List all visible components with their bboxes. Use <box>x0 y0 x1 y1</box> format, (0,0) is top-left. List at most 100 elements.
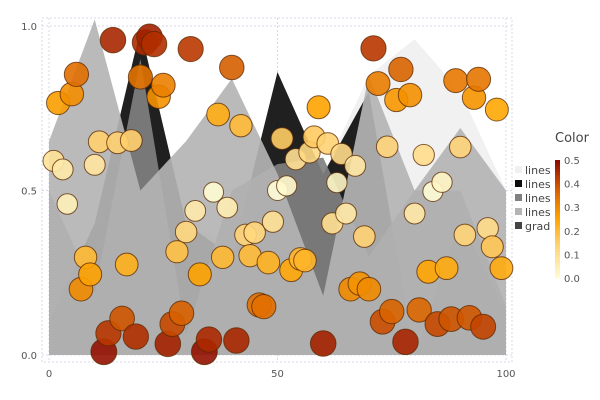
scatter-point <box>78 262 103 287</box>
scatter-point <box>397 82 423 108</box>
legend-label: lines <box>525 192 551 205</box>
scatter-point <box>140 30 168 58</box>
scatter-point <box>326 171 348 194</box>
scatter-point <box>375 135 399 159</box>
scatter-point <box>63 61 90 87</box>
colorbar-segment <box>555 263 560 267</box>
scatter-point <box>306 95 331 120</box>
colorbar-segment <box>555 221 560 226</box>
scatter-point <box>392 328 419 356</box>
colorbar-tick-label: 0.2 <box>564 227 580 238</box>
colorbar-segment <box>555 210 560 214</box>
scatter-point <box>99 26 127 54</box>
colorbar-segment <box>555 251 560 255</box>
scatter-point <box>243 221 266 244</box>
scatter-point <box>83 153 106 176</box>
legend-label: lines <box>525 206 551 219</box>
colorbar-title: Color <box>555 131 590 146</box>
scatter-point <box>195 326 223 353</box>
scatter-point <box>168 300 195 326</box>
scatter-point <box>177 35 204 63</box>
scatter-point <box>344 154 367 177</box>
scatter-point <box>453 223 477 247</box>
colorbar-segment <box>555 192 560 196</box>
scatter-points <box>42 23 514 366</box>
x-tick-label: 100 <box>496 369 515 380</box>
scatter-point <box>187 262 212 287</box>
colorbar-segment <box>555 239 560 244</box>
scatter-point <box>276 175 298 197</box>
scatter-point <box>379 298 405 325</box>
colorbar-tick-label: 0.1 <box>564 250 580 261</box>
colorbar-segment <box>555 266 560 270</box>
scatter-point <box>470 313 497 340</box>
scatter-point <box>431 171 453 193</box>
scatter-point <box>406 297 432 323</box>
scatter-point <box>365 71 391 97</box>
colorbar-segment <box>555 248 560 252</box>
axis-ticks: 0 50 100 0.0 0.5 1.0 <box>21 22 515 380</box>
colorbar-tick-label: 0.5 <box>564 156 580 167</box>
scatter-point <box>335 202 357 225</box>
legend-swatch <box>515 208 522 215</box>
legend-label: lines <box>525 164 551 177</box>
colorbar-segment <box>555 224 560 229</box>
scatter-point <box>256 250 281 275</box>
colorbar-segment <box>555 195 560 199</box>
scatter-point <box>261 210 284 233</box>
colorbar-segment <box>555 180 560 185</box>
scatter-point <box>174 220 198 244</box>
scatter-point <box>216 196 239 219</box>
scatter-point <box>489 256 514 281</box>
scatter-point <box>184 200 207 222</box>
colorbar-segment <box>555 260 560 264</box>
colorbar-segment <box>555 177 560 182</box>
scatter-point <box>109 305 135 332</box>
scatter-point <box>434 256 459 281</box>
colorbar-segment <box>555 216 560 220</box>
scatter-point <box>352 225 376 248</box>
colorbar-segment <box>555 233 560 238</box>
colorbar-segment <box>555 174 560 179</box>
colorbar-segment <box>555 245 560 249</box>
scatter-point <box>114 252 139 277</box>
colorbar-tick-label: 0.0 <box>564 274 580 285</box>
scatter-point <box>443 68 469 94</box>
colorbar-segment <box>555 171 560 176</box>
scatter-point <box>360 35 387 62</box>
scatter-point <box>51 158 74 181</box>
scatter-point <box>119 129 143 152</box>
legend-label: grad <box>525 220 550 233</box>
colorbar-segment <box>555 201 560 205</box>
colorbar-segment <box>555 230 560 235</box>
scatter-point <box>480 235 504 259</box>
colorbar-segment <box>555 198 560 202</box>
scatter-point <box>206 102 230 127</box>
scatter-point <box>484 97 509 122</box>
x-tick-label: 50 <box>271 369 284 380</box>
scatter-point <box>127 64 153 90</box>
x-tick-label: 0 <box>46 369 52 380</box>
scatter-point <box>165 240 189 264</box>
colorbar-segment <box>555 189 560 193</box>
y-tick-label: 0.0 <box>21 351 37 362</box>
colorbar-segment <box>555 227 560 232</box>
legend-swatch <box>515 222 522 229</box>
colorbar-segment <box>555 242 560 247</box>
scatter-point <box>466 66 492 92</box>
colorbar-segment <box>555 269 560 273</box>
legend-swatch <box>515 194 522 201</box>
y-tick-label: 0.5 <box>21 187 37 198</box>
colorbar-segment <box>555 213 560 217</box>
colorbar-segment <box>555 162 560 167</box>
colorbar-segment <box>555 207 560 211</box>
colorbar-tick-label: 0.4 <box>564 180 580 191</box>
scatter-point <box>356 276 382 302</box>
legend-label: lines <box>525 178 551 191</box>
colorbar-segment <box>555 168 560 173</box>
scatter-point <box>388 56 414 83</box>
colorbar-segment <box>555 219 560 223</box>
scatter-point <box>309 330 337 357</box>
colorbar-segment <box>555 186 560 190</box>
